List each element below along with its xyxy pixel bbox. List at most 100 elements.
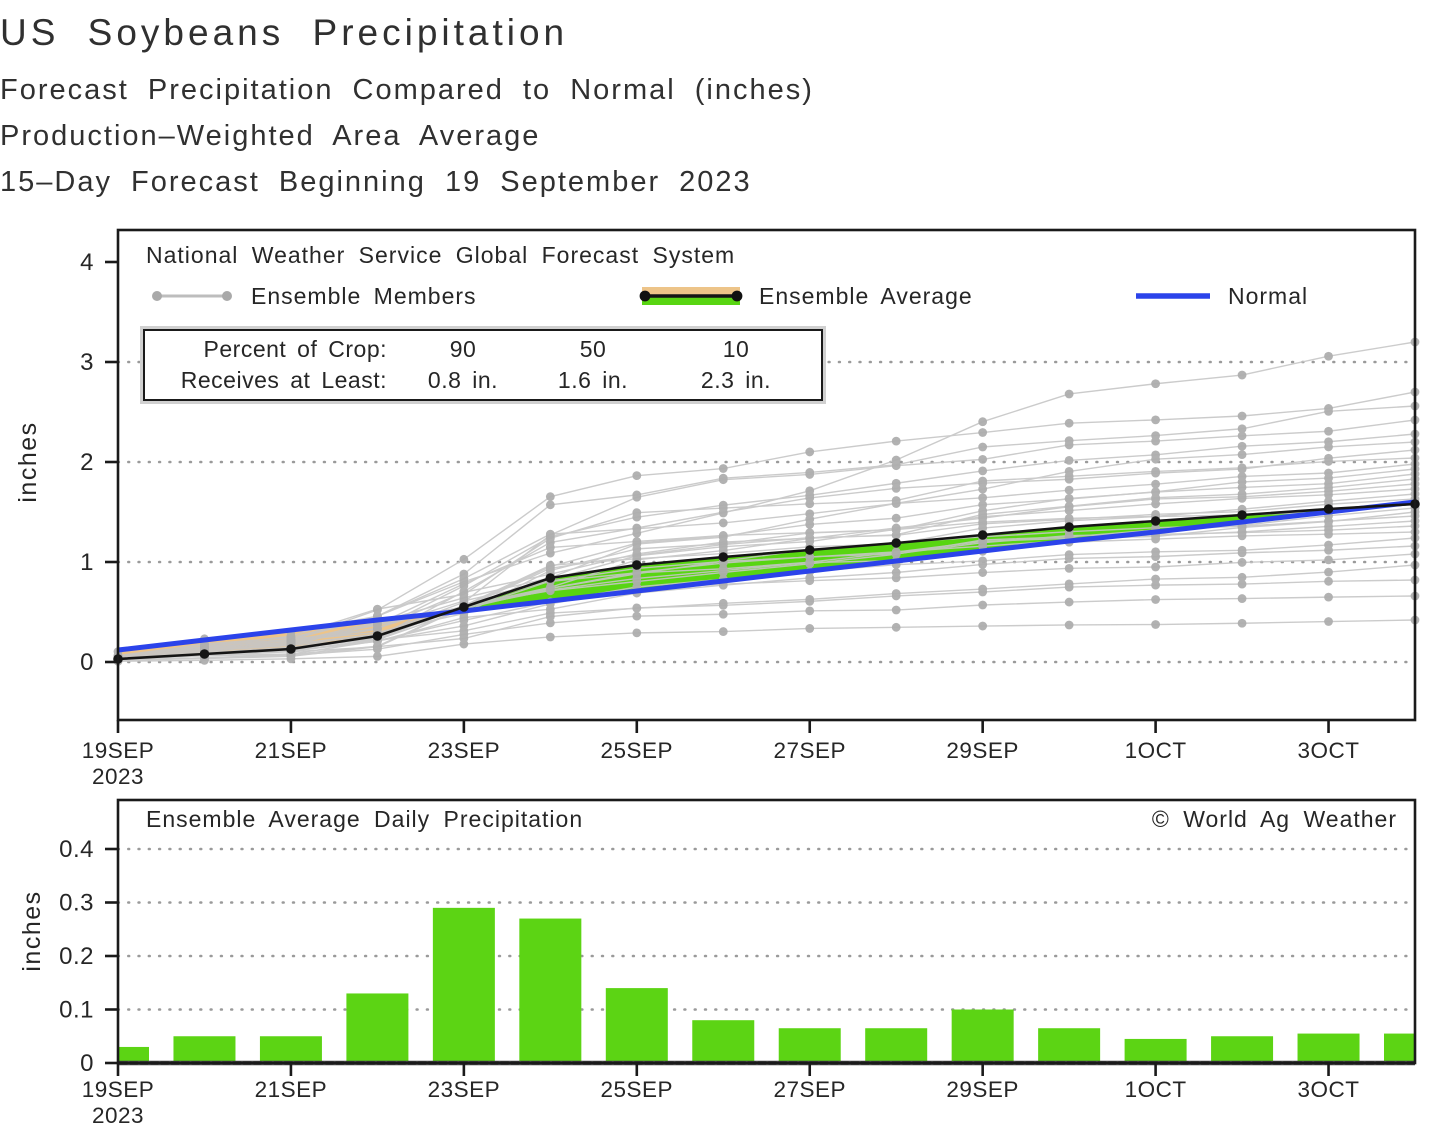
x-tick-label: 21SEP [255, 1077, 328, 1102]
top-chart-ticks [105, 260, 1330, 733]
chart-subtitle-1: Forecast Precipitation Compared to Norma… [0, 74, 814, 106]
y-tick-label: 0.3 [59, 890, 94, 917]
bar [1038, 1028, 1101, 1063]
ensemble-average-swatch-icon [639, 287, 743, 305]
bar [778, 1028, 841, 1063]
bar [1211, 1036, 1274, 1063]
stats-amount-10: 2.3 in. [700, 367, 772, 393]
page-title: US Soybeans Precipitation [0, 12, 569, 53]
y-tick-label: 0 [80, 1050, 94, 1077]
x-tick-label: 21SEP [255, 738, 328, 763]
x-tick-label: 25SEP [601, 738, 674, 763]
x-tick-label: 1OCT [1125, 738, 1187, 763]
ensemble-average-point [286, 644, 296, 654]
stats-percent-50: 50 [579, 336, 607, 362]
ensemble-average-point [718, 552, 729, 562]
ensemble-member-line [117, 473, 1416, 658]
x-tick-label: 27SEP [773, 1077, 846, 1102]
bar [1297, 1033, 1360, 1063]
ensemble-member-line [117, 405, 1416, 658]
stats-percent-10: 10 [722, 336, 750, 362]
ensemble-average-point [545, 573, 556, 583]
ensemble-average-point [1150, 516, 1161, 526]
ensemble-average-point [891, 538, 901, 548]
x-tick-label: 29SEP [946, 738, 1019, 763]
legend-item-normal: Normal [1133, 283, 1308, 309]
stats-row1-label: Percent of Crop: [203, 336, 387, 362]
y-tick-label: 2 [80, 449, 94, 476]
bar [605, 988, 668, 1063]
top-chart-frame [116, 228, 1417, 722]
bar [432, 907, 495, 1063]
y-tick-label: 0.1 [59, 997, 94, 1024]
daily-precip-bars [118, 907, 1415, 1063]
bar [692, 1020, 755, 1063]
ensemble-average-line [117, 502, 1416, 661]
ensemble-members-swatch-icon [152, 291, 232, 301]
x-tick-label: 19SEP [82, 738, 155, 763]
legend-item-ensemble-average: Ensemble Average [638, 283, 973, 309]
x-tick-label: 3OCT [1298, 1077, 1360, 1102]
ensemble-average-point [372, 631, 383, 641]
ensemble-member-line [117, 441, 1416, 660]
legend-label-ensemble-average: Ensemble Average [759, 282, 973, 309]
ensemble-average-point [459, 602, 469, 612]
x-tick-label: 27SEP [773, 738, 846, 763]
x-tick-label: 1OCT [1125, 1077, 1187, 1102]
ensemble-average-point [632, 560, 642, 570]
legend-label-ensemble-members: Ensemble Members [251, 282, 477, 309]
x-tick-label: 25SEP [601, 1077, 674, 1102]
bottom-chart-y-axis-label: inches [18, 890, 46, 972]
stats-row2-label: Receives at Least: [180, 367, 387, 393]
daily-precip-panel-title: Ensemble Average Daily Precipitation [146, 806, 584, 832]
ensemble-member-line [117, 619, 1416, 662]
percent-of-crop-stats-box: Percent of Crop: 90 50 10 Receives at Le… [140, 326, 826, 404]
copyright-watermark: © World Ag Weather [1151, 806, 1397, 832]
legend-item-ensemble-members: Ensemble Members [148, 283, 477, 309]
stats-percent-90: 90 [449, 336, 477, 362]
data-source-label: National Weather Service Global Forecast… [146, 242, 736, 268]
bar [951, 1009, 1014, 1063]
ensemble-member-line [117, 498, 1416, 659]
chart-subtitle-3: 15–Day Forecast Beginning 19 September 2… [0, 166, 752, 198]
bar [118, 1046, 149, 1063]
y-tick-label: 1 [80, 549, 94, 576]
normal-swatch-icon [1136, 293, 1210, 299]
x-tick-label: 23SEP [428, 1077, 501, 1102]
x-tick-label: 29SEP [946, 1077, 1019, 1102]
ensemble-average-point [199, 649, 210, 659]
x-tick-sublabel: 2023 [92, 1103, 144, 1128]
ensemble-member-dots [113, 337, 1420, 666]
normal-line [117, 499, 1416, 653]
bottom-chart-gridlines [116, 847, 1417, 1011]
y-tick-label: 0 [80, 649, 94, 676]
bar [865, 1028, 928, 1063]
bar [173, 1036, 236, 1063]
y-tick-label: 0.4 [59, 836, 94, 863]
bar [259, 1036, 322, 1063]
stats-amount-50: 1.6 in. [557, 367, 629, 393]
legend-label-normal: Normal [1228, 282, 1309, 309]
x-tick-sublabel: 2023 [92, 764, 144, 789]
ensemble-average-point [1323, 504, 1334, 514]
stats-amount-90: 0.8 in. [427, 367, 499, 393]
bar [1124, 1038, 1187, 1063]
ensemble-average-point [977, 530, 988, 540]
bottom-chart-frame [116, 798, 1417, 1065]
x-tick-label: 3OCT [1298, 738, 1360, 763]
top-chart-y-axis-label: inches [14, 421, 42, 503]
bottom-chart-ticks [105, 847, 1330, 1076]
chart-subtitle-2: Production–Weighted Area Average [0, 120, 541, 152]
ensemble-average-point [1064, 522, 1074, 532]
x-tick-label: 19SEP [82, 1077, 155, 1102]
bar [1384, 1033, 1415, 1063]
y-tick-label: 4 [80, 249, 94, 276]
bar [346, 993, 409, 1063]
y-tick-label: 0.2 [59, 943, 94, 970]
